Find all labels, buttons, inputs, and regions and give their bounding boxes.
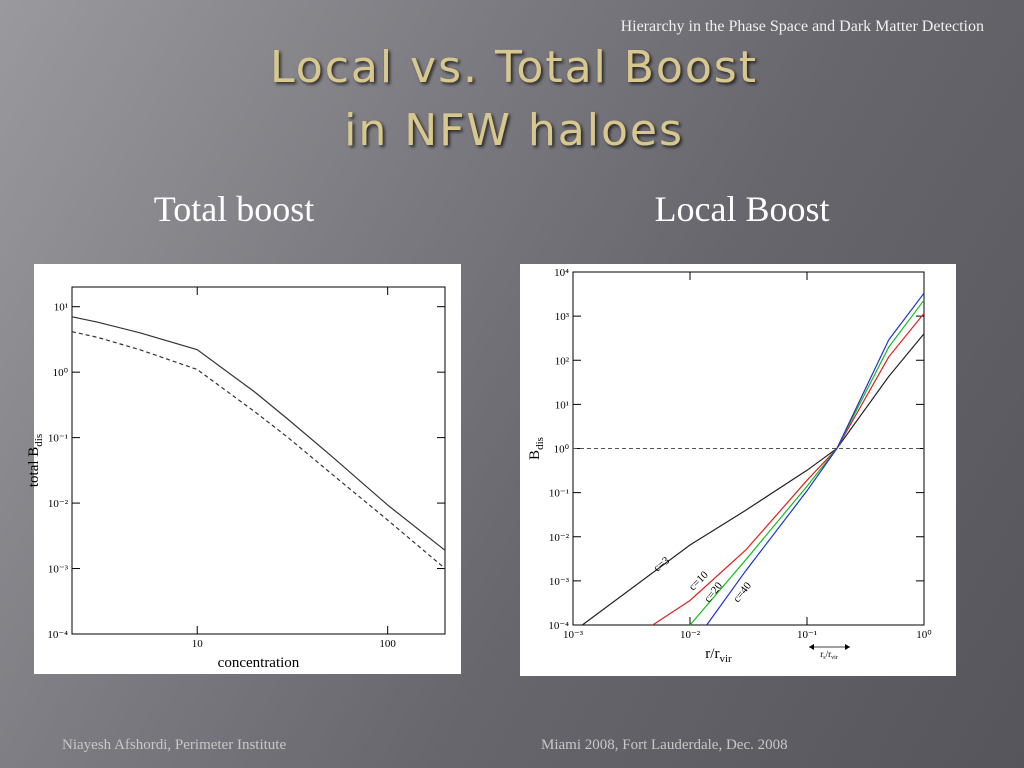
annotation-part: s xyxy=(823,655,826,661)
y-tick-label: 10⁻³ xyxy=(549,576,570,588)
x-tick-label: 10⁻² xyxy=(680,629,701,641)
y-tick-label: 10⁻⁴ xyxy=(548,620,569,632)
chart-title: Local Boost xyxy=(655,189,830,229)
data-line xyxy=(581,333,925,626)
x-axis-label-text: concentration xyxy=(218,655,300,671)
y-axis-label-text: total B xyxy=(26,447,42,487)
y-axis-label-subscript: dis xyxy=(534,437,546,450)
y-tick-label: 10⁻² xyxy=(48,498,69,510)
y-axis-label-text: B xyxy=(527,450,543,460)
y-tick-label: 10⁰ xyxy=(554,444,570,456)
data-line xyxy=(689,299,925,626)
plot-frame xyxy=(71,286,446,635)
data-line xyxy=(71,316,446,551)
x-tick-label: 10⁰ xyxy=(916,629,932,641)
x-tick-label: 100 xyxy=(379,638,396,650)
slide-title: Local vs. Total Boost xyxy=(270,42,758,93)
y-axis-label: total Bdis xyxy=(26,434,45,487)
slide-title: in NFW haloes xyxy=(344,105,684,156)
y-tick-label: 10¹ xyxy=(54,302,68,314)
chart-title: Total boost xyxy=(154,189,314,229)
annotation-part: vir xyxy=(831,655,838,661)
chart-panel xyxy=(520,264,956,676)
y-tick-label: 10⁰ xyxy=(53,367,69,379)
y-tick-label: 10¹ xyxy=(555,399,569,411)
data-line xyxy=(652,313,925,626)
x-tick-label: 10 xyxy=(192,638,204,650)
y-axis-label: Bdis xyxy=(527,437,546,460)
chart-panel xyxy=(34,264,461,674)
annotation: rs/rvir xyxy=(820,649,838,661)
slide-header: Hierarchy in the Phase Space and Dark Ma… xyxy=(621,18,984,35)
y-tick-label: 10⁴ xyxy=(554,267,569,279)
y-tick-label: 10⁻¹ xyxy=(549,488,569,500)
data-line xyxy=(706,292,925,626)
footer: Niayesh Afshordi, Perimeter Institute xyxy=(62,737,286,753)
annotation-part: r xyxy=(820,649,823,659)
y-tick-label: 10² xyxy=(555,355,570,367)
footer: Miami 2008, Fort Lauderdale, Dec. 2008 xyxy=(541,737,788,753)
x-tick-label: 10⁻³ xyxy=(563,629,584,641)
x-axis-label: r/rvir xyxy=(705,646,732,665)
y-tick-label: 10⁻² xyxy=(549,532,570,544)
x-tick-label: 10⁻¹ xyxy=(797,629,817,641)
y-tick-label: 10³ xyxy=(555,311,570,323)
y-tick-label: 10⁻¹ xyxy=(48,433,68,445)
y-axis-label-subscript: dis xyxy=(33,434,45,447)
x-axis-label-text: r/r xyxy=(705,646,719,662)
y-tick-label: 10⁻⁴ xyxy=(47,629,68,641)
x-axis-label-subscript: vir xyxy=(719,653,732,665)
annotation-part: /r xyxy=(826,649,832,659)
y-tick-label: 10⁻³ xyxy=(48,564,69,576)
annotation-arrowhead xyxy=(809,644,850,650)
x-axis-label: concentration xyxy=(218,655,300,671)
